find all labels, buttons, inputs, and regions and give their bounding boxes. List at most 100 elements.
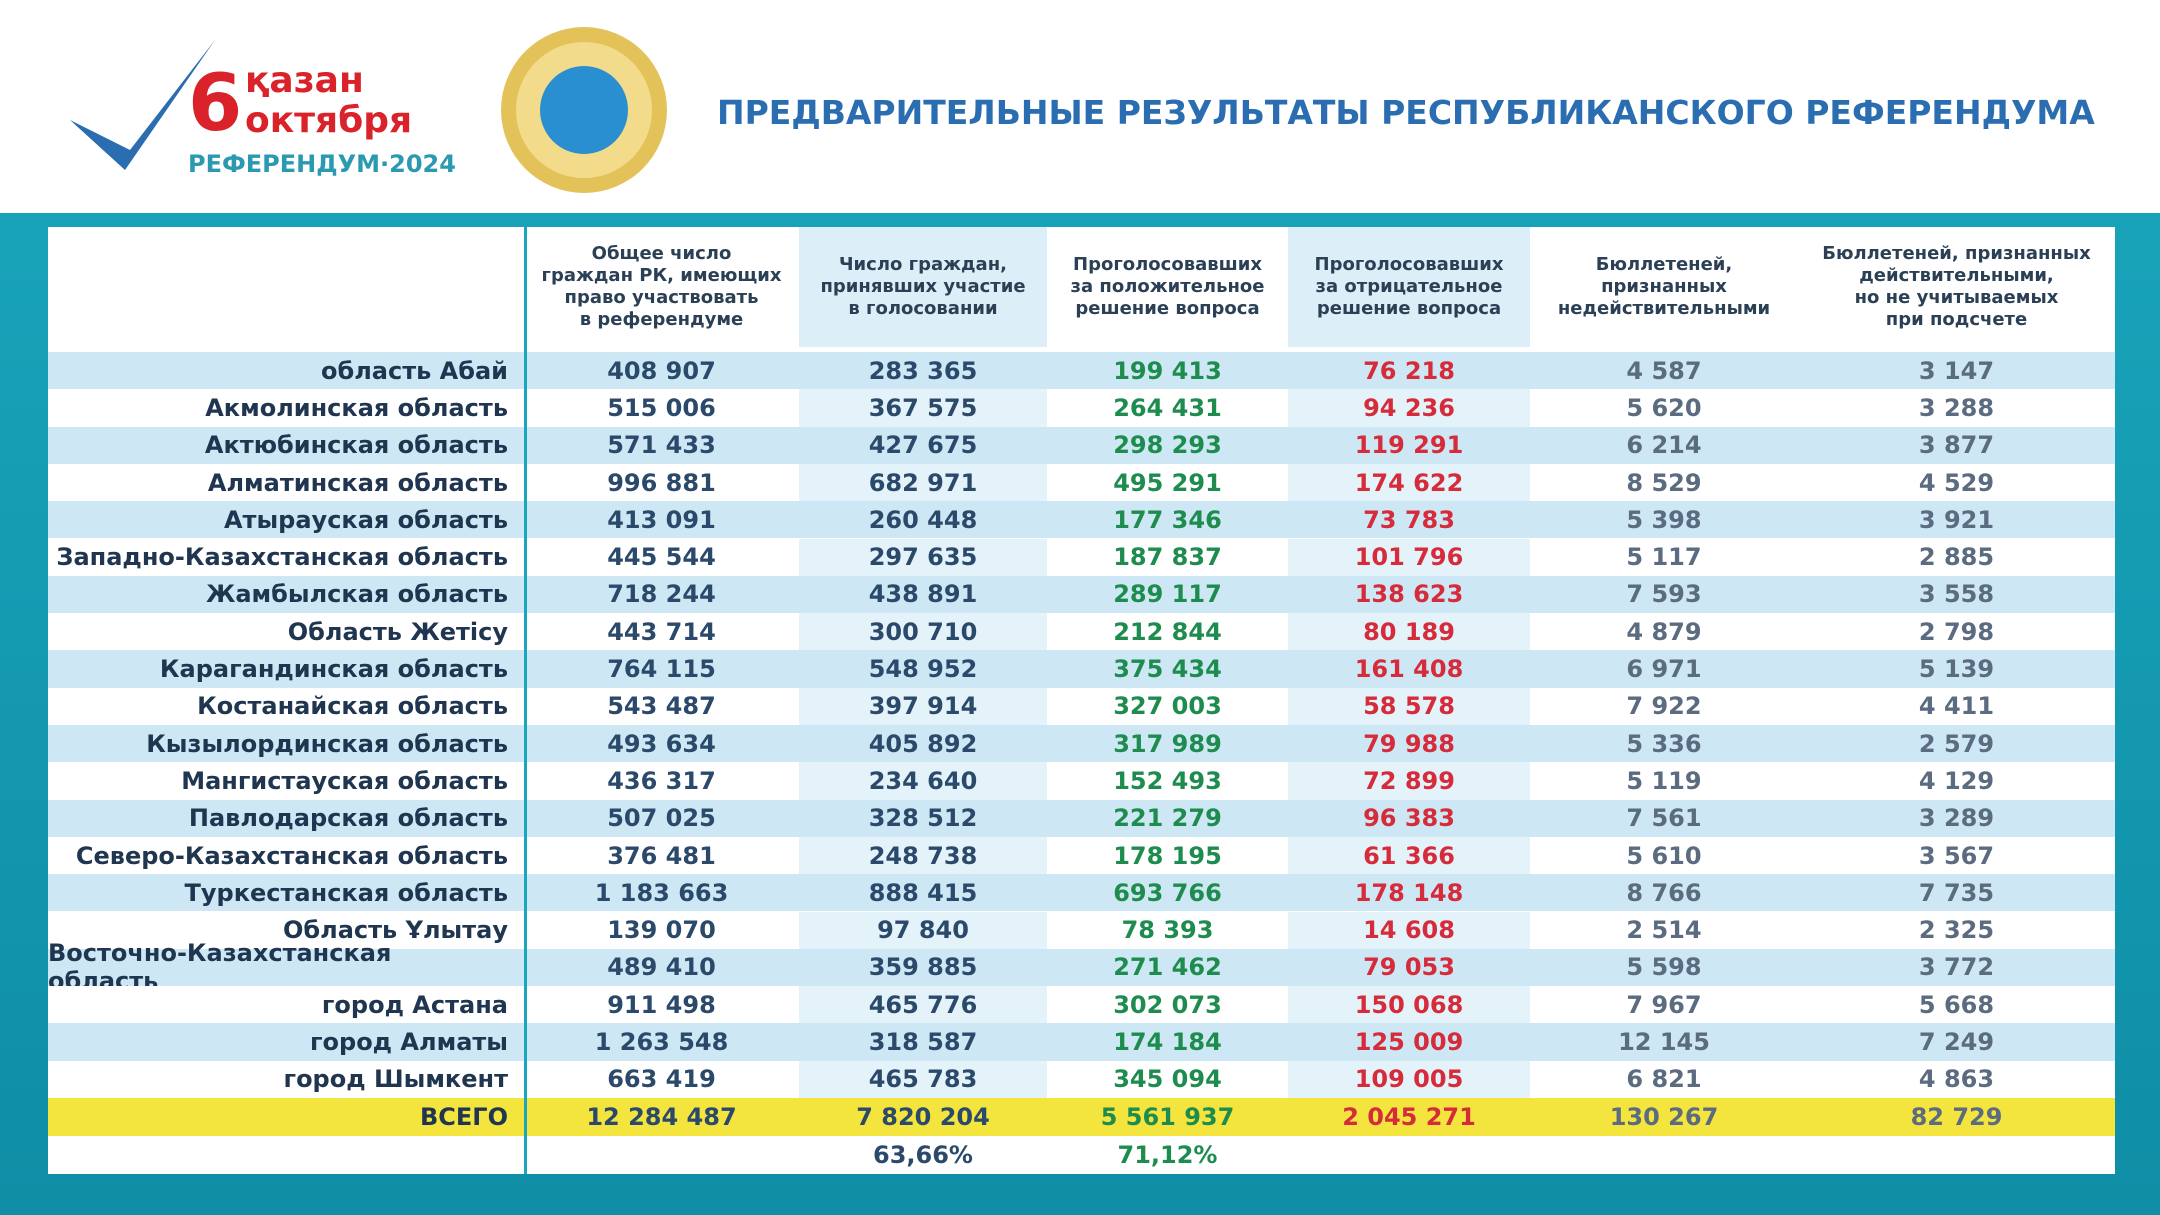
cell-value: 2 514: [1530, 911, 1798, 949]
region-name: Туркестанская область: [48, 874, 524, 912]
region-name: Восточно-Казахстанская область: [48, 939, 524, 995]
cell-value: 97 840: [799, 911, 1047, 949]
region-name: Область Ұлытау: [48, 911, 524, 949]
cell-value: 6 971: [1530, 650, 1798, 688]
logo-day: 6: [188, 59, 242, 149]
cell-value: 5 668: [1798, 986, 2115, 1024]
region-name: Западно-Казахстанская область: [48, 538, 524, 576]
percentage: 71,12%: [1117, 1141, 1218, 1169]
cell-value: 187 837: [1047, 538, 1288, 576]
cell-value: 271 462: [1047, 948, 1288, 987]
logo-caption: РЕФЕРЕНДУМ·2024: [188, 150, 456, 178]
cell-value: 543 487: [524, 687, 799, 725]
cell-value: 375 434: [1047, 650, 1288, 688]
cell-value: 3 558: [1798, 575, 2115, 614]
cell-value: 3 567: [1798, 836, 2115, 875]
cell-value: 3 877: [1798, 426, 2115, 464]
cell-value: 317 989: [1047, 725, 1288, 763]
cell-value: 571 433: [524, 426, 799, 464]
column-header: Бюллетеней, признанных недействительными: [1530, 227, 1798, 347]
cell-value: 119 291: [1288, 426, 1530, 464]
cell-value: 996 881: [524, 463, 799, 502]
cell-value: 7 967: [1530, 986, 1798, 1024]
cell-value: 72 899: [1288, 762, 1530, 800]
cell-value: 2 325: [1798, 911, 2115, 949]
cell-value: 3 288: [1798, 389, 2115, 427]
cell-value: 1 183 663: [524, 874, 799, 912]
cell-value: 445 544: [524, 538, 799, 576]
cell-value: 125 009: [1288, 1023, 1530, 1061]
total-value: 5 561 937: [1047, 1098, 1288, 1136]
cell-value: 80 189: [1288, 613, 1530, 651]
cell-value: 2 885: [1798, 538, 2115, 576]
cell-value: 4 879: [1530, 613, 1798, 651]
cell-value: 397 914: [799, 687, 1047, 725]
cell-value: 73 783: [1288, 501, 1530, 539]
cell-value: 14 608: [1288, 911, 1530, 949]
cell-value: 663 419: [524, 1060, 799, 1098]
region-name: Карагандинская область: [48, 650, 524, 688]
cell-value: 58 578: [1288, 687, 1530, 725]
percentage: 63,66%: [873, 1141, 973, 1169]
cell-value: 489 410: [524, 948, 799, 987]
cell-value: 199 413: [1047, 352, 1288, 390]
region-name: Актюбинская область: [48, 426, 524, 464]
cell-value: 318 587: [799, 1023, 1047, 1061]
cell-value: 4 129: [1798, 762, 2115, 800]
cell-value: 1 263 548: [524, 1023, 799, 1061]
cell-value: 260 448: [799, 501, 1047, 539]
cell-value: 4 863: [1798, 1060, 2115, 1098]
cell-value: 515 006: [524, 389, 799, 427]
cell-value: 6 214: [1530, 426, 1798, 464]
title: ПРЕДВАРИТЕЛЬНЫЕ РЕЗУЛЬТАТЫ РЕСПУБЛИКАНСК…: [717, 93, 2095, 132]
cell-value: 152 493: [1047, 762, 1288, 800]
region-name: Атырауская область: [48, 501, 524, 539]
cell-value: 150 068: [1288, 986, 1530, 1024]
cell-value: 493 634: [524, 725, 799, 763]
cell-value: 2 798: [1798, 613, 2115, 651]
cell-value: 7 735: [1798, 874, 2115, 912]
region-name: город Шымкент: [48, 1060, 524, 1098]
cell-value: 212 844: [1047, 613, 1288, 651]
region-name: Алматинская область: [48, 463, 524, 502]
region-name: город Астана: [48, 986, 524, 1024]
cell-value: 79 053: [1288, 948, 1530, 987]
cell-value: 4 411: [1798, 687, 2115, 725]
region-name: Костанайская область: [48, 687, 524, 725]
cell-value: 4 587: [1530, 352, 1798, 390]
cell-value: 5 336: [1530, 725, 1798, 763]
cell-value: 302 073: [1047, 986, 1288, 1024]
logo-month-kk: қазан: [245, 60, 364, 101]
cell-value: 507 025: [524, 799, 799, 837]
region-name: город Алматы: [48, 1023, 524, 1061]
cell-value: 174 184: [1047, 1023, 1288, 1061]
column-header: Число граждан, принявших участие в голос…: [799, 227, 1047, 347]
cell-value: 76 218: [1288, 352, 1530, 390]
column-divider: [524, 227, 527, 1174]
region-name: Павлодарская область: [48, 799, 524, 837]
logo-graphics: 6 қазан октября РЕФЕРЕНДУМ·2024 ПРЕДВАРИ…: [70, 27, 2095, 193]
results-table: Общее число граждан РК, имеющих право уч…: [48, 227, 2115, 1174]
cell-value: 96 383: [1288, 799, 1530, 837]
cell-value: 345 094: [1047, 1060, 1288, 1098]
region-name: Жамбылская область: [48, 575, 524, 614]
cell-value: 5 398: [1530, 501, 1798, 539]
region-name: Акмолинская область: [48, 389, 524, 427]
cell-value: 289 117: [1047, 575, 1288, 614]
region-name: Кызылординская область: [48, 725, 524, 763]
cell-value: 248 738: [799, 836, 1047, 875]
total-value: 130 267: [1530, 1098, 1798, 1136]
checkmark: [70, 40, 215, 170]
cell-value: 5 139: [1798, 650, 2115, 688]
cell-value: 12 145: [1530, 1023, 1798, 1061]
cell-value: 264 431: [1047, 389, 1288, 427]
cell-value: 427 675: [799, 426, 1047, 464]
column-header: Проголосовавших за положительное решение…: [1047, 227, 1288, 347]
cell-value: 465 776: [799, 986, 1047, 1024]
total-value: 2 045 271: [1288, 1098, 1530, 1136]
cell-value: 161 408: [1288, 650, 1530, 688]
cell-value: 408 907: [524, 352, 799, 390]
cell-value: 78 393: [1047, 911, 1288, 949]
cell-value: 2 579: [1798, 725, 2115, 763]
